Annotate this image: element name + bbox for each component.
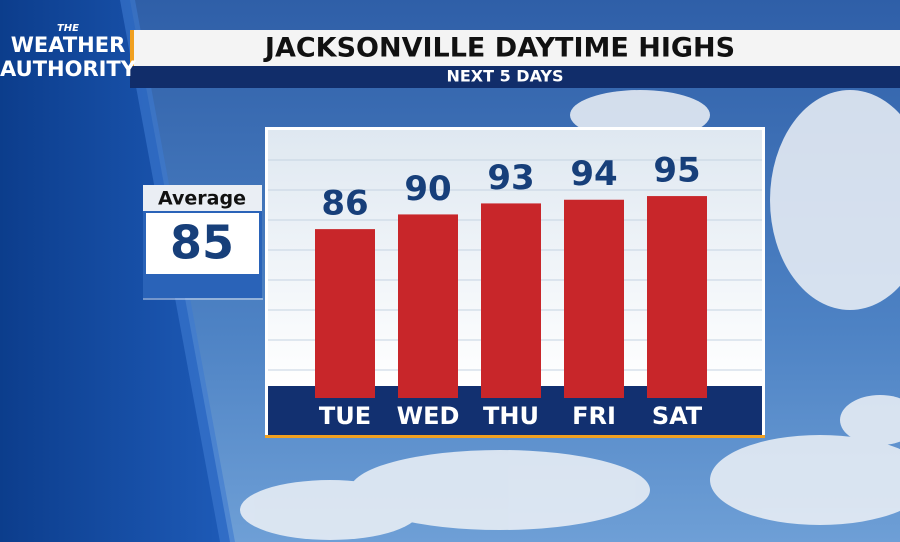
category-label: THU	[483, 402, 539, 430]
frame-accent	[265, 435, 765, 438]
category-label: SAT	[652, 402, 703, 430]
category-label: WED	[397, 402, 460, 430]
bar	[481, 203, 541, 398]
bar	[315, 229, 375, 398]
logo-line: WEATHER	[11, 33, 126, 57]
average-label-box	[143, 185, 262, 211]
average-shadow	[143, 298, 263, 300]
title: JACKSONVILLE DAYTIME HIGHS	[263, 33, 735, 64]
subtitle-bar	[130, 66, 900, 88]
value-label: 90	[404, 169, 451, 209]
subtitle: NEXT 5 DAYS	[446, 67, 563, 86]
value-label: 93	[487, 158, 534, 198]
marks: TUE 86 WED 90 THU 93 FRI 94 SAT 95	[315, 151, 707, 430]
logo-line: AUTHORITY	[0, 57, 137, 81]
value-label: 95	[653, 151, 700, 191]
average-value-box	[146, 213, 259, 274]
title-bar	[130, 30, 900, 66]
category-label: TUE	[319, 402, 371, 430]
logo-line: THE	[57, 23, 79, 34]
category-label: FRI	[572, 402, 616, 430]
value-label: 86	[321, 184, 368, 224]
value-label: 94	[570, 154, 617, 194]
title-accent	[130, 30, 134, 66]
bar	[564, 199, 624, 398]
bar	[647, 196, 707, 398]
side-panel	[0, 0, 230, 542]
average-value: 85	[170, 216, 234, 270]
average-label: Average	[158, 188, 246, 210]
bar	[398, 214, 458, 398]
